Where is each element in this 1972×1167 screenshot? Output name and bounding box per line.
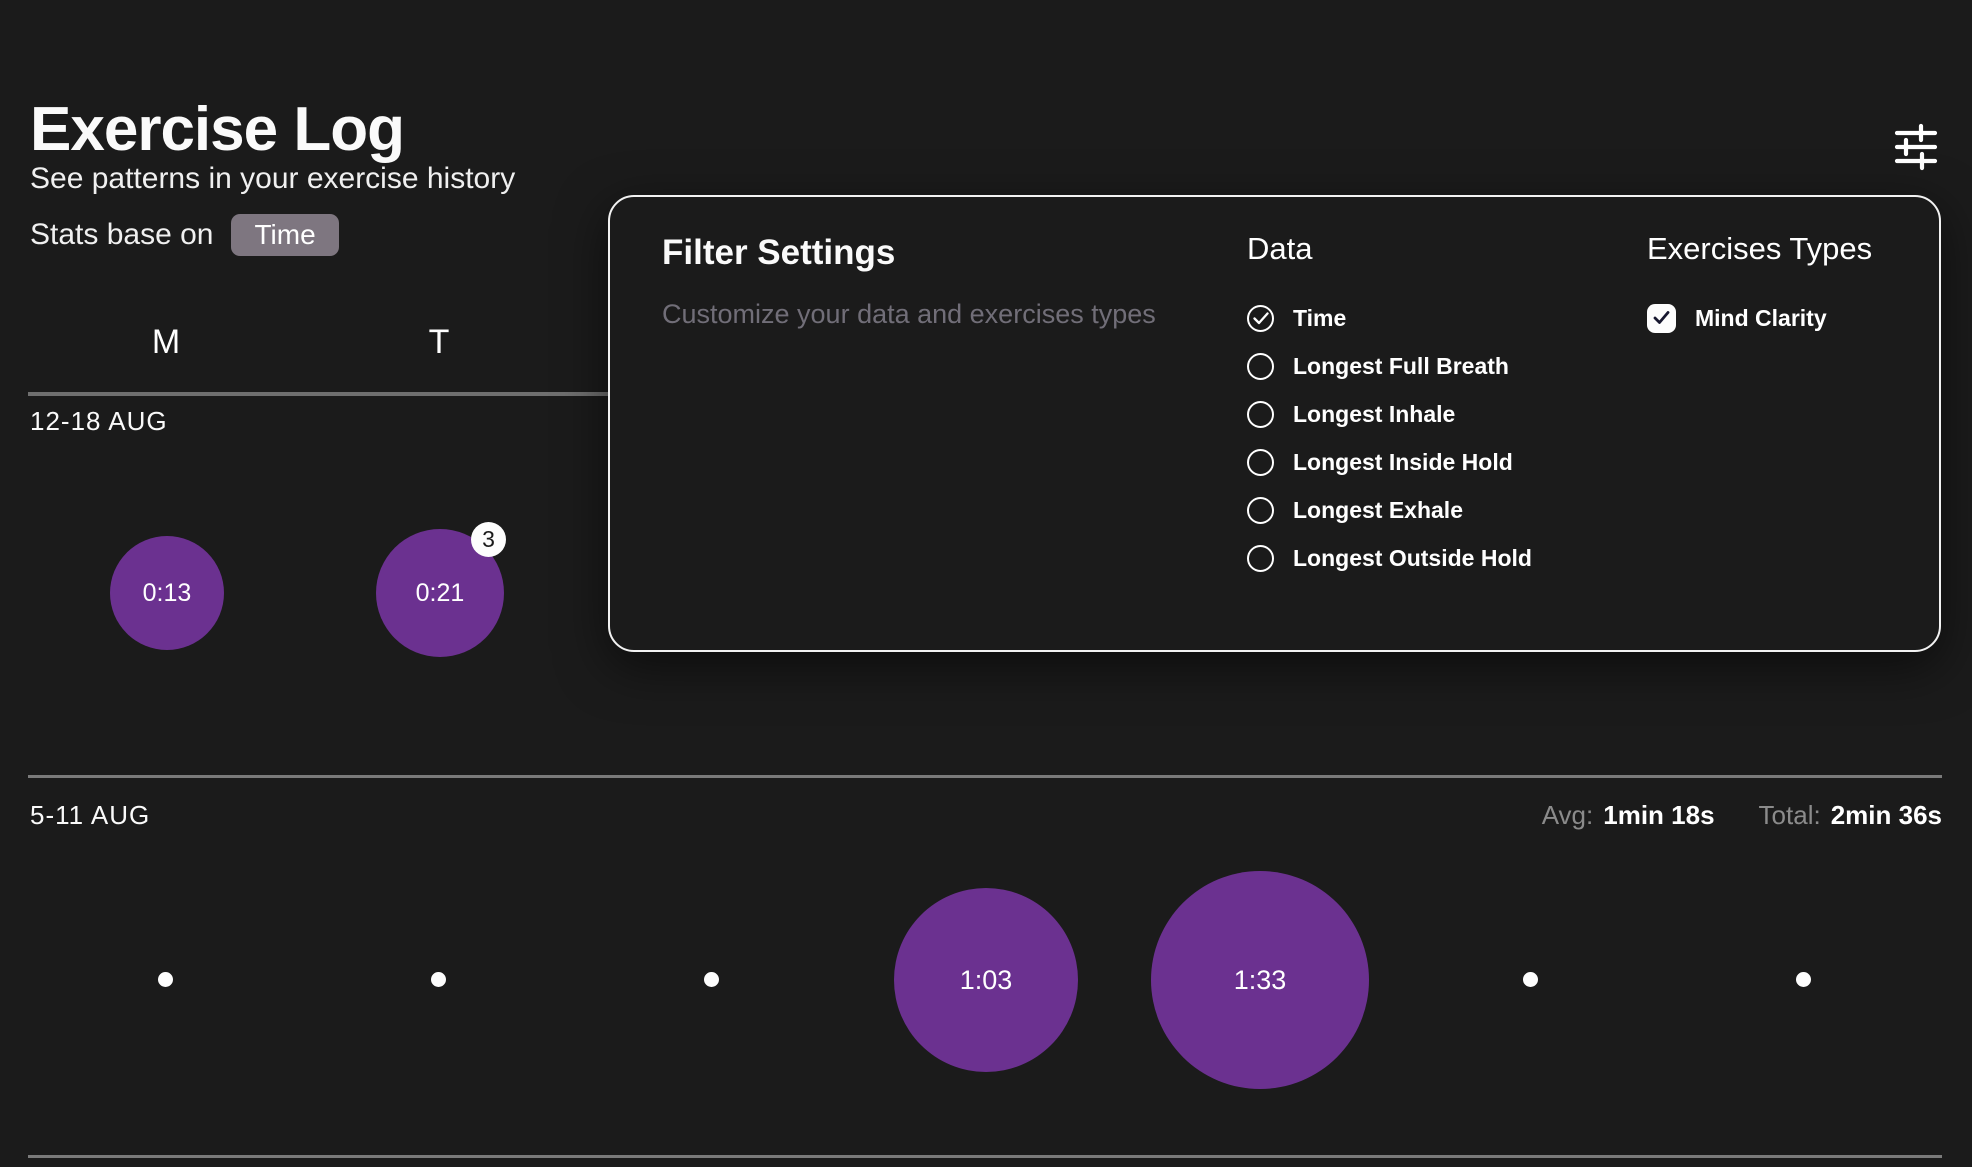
radio-option-longest-inhale[interactable]: Longest Inhale — [1247, 390, 1455, 438]
radio-option-longest-outside-hold[interactable]: Longest Outside Hold — [1247, 534, 1532, 582]
empty-day-dot[interactable] — [704, 972, 719, 987]
filter-panel-title: Filter Settings — [662, 233, 896, 272]
session-bubble[interactable]: 0:13 — [110, 536, 224, 650]
session-bubble[interactable]: 0:21 3 — [376, 522, 506, 657]
radio-option-label: Longest Inside Hold — [1293, 448, 1513, 475]
radio-option-longest-exhale[interactable]: Longest Exhale — [1247, 486, 1463, 534]
stats-base-value-badge[interactable]: Time — [231, 214, 339, 256]
radio-option-label: Time — [1293, 304, 1347, 331]
radio-unchecked-icon — [1247, 352, 1274, 380]
radio-option-label: Longest Outside Hold — [1293, 544, 1532, 571]
session-duration: 0:13 — [142, 578, 192, 607]
filter-settings-panel: Filter Settings Customize your data and … — [608, 195, 1941, 652]
week-label: 12-18 AUG — [30, 406, 168, 436]
week-divider — [28, 775, 1942, 778]
avg-value: 1min 18s — [1603, 800, 1715, 830]
day-header-tuesday: T — [428, 323, 450, 361]
radio-option-longest-full-breath[interactable]: Longest Full Breath — [1247, 342, 1509, 390]
empty-day-dot[interactable] — [158, 972, 173, 987]
radio-option-label: Longest Exhale — [1293, 496, 1463, 523]
session-bubble[interactable]: 1:03 — [894, 888, 1078, 1072]
data-section-title: Data — [1247, 231, 1313, 266]
radio-unchecked-icon — [1247, 496, 1274, 524]
stats-base-label: Stats base on — [30, 218, 214, 251]
radio-unchecked-icon — [1247, 544, 1274, 572]
radio-unchecked-icon — [1247, 400, 1274, 428]
checkbox-option-label: Mind Clarity — [1695, 304, 1827, 331]
week-stats: Avg: 1min 18s Total: 2min 36s — [1542, 800, 1942, 831]
stats-base-row: Stats base on Time — [30, 210, 339, 260]
exercises-section-title: Exercises Types — [1647, 231, 1873, 266]
empty-day-dot[interactable] — [1796, 972, 1811, 987]
avg-label: Avg: — [1541, 800, 1594, 830]
week-divider — [28, 1155, 1942, 1158]
session-duration: 0:21 — [415, 578, 465, 607]
session-duration: 1:03 — [959, 964, 1013, 995]
week-label: 5-11 AUG — [30, 800, 151, 830]
radio-unchecked-icon — [1247, 448, 1274, 476]
radio-checked-icon — [1247, 304, 1274, 332]
radio-option-time[interactable]: Time — [1247, 294, 1346, 342]
total-value: 2min 36s — [1830, 800, 1942, 830]
page-title: Exercise Log — [30, 94, 405, 164]
session-duration: 1:33 — [1233, 964, 1287, 995]
radio-option-label: Longest Full Breath — [1293, 352, 1509, 379]
session-bubble[interactable]: 1:33 — [1151, 871, 1369, 1089]
session-count-badge: 3 — [471, 522, 506, 557]
checkbox-checked-icon — [1647, 303, 1676, 333]
filter-panel-subtitle: Customize your data and exercises types — [662, 299, 1156, 329]
checkbox-option-mind-clarity[interactable]: Mind Clarity — [1647, 294, 1827, 342]
filter-settings-button[interactable] — [1893, 123, 1939, 171]
radio-option-longest-inside-hold[interactable]: Longest Inside Hold — [1247, 438, 1513, 486]
empty-day-dot[interactable] — [431, 972, 446, 987]
day-header-monday: M — [151, 323, 181, 361]
page-subtitle: See patterns in your exercise history — [30, 162, 516, 195]
sliders-icon — [1893, 123, 1939, 174]
radio-option-label: Longest Inhale — [1293, 400, 1456, 427]
empty-day-dot[interactable] — [1523, 972, 1538, 987]
day-header-divider — [28, 392, 608, 396]
total-label: Total: — [1758, 800, 1821, 830]
